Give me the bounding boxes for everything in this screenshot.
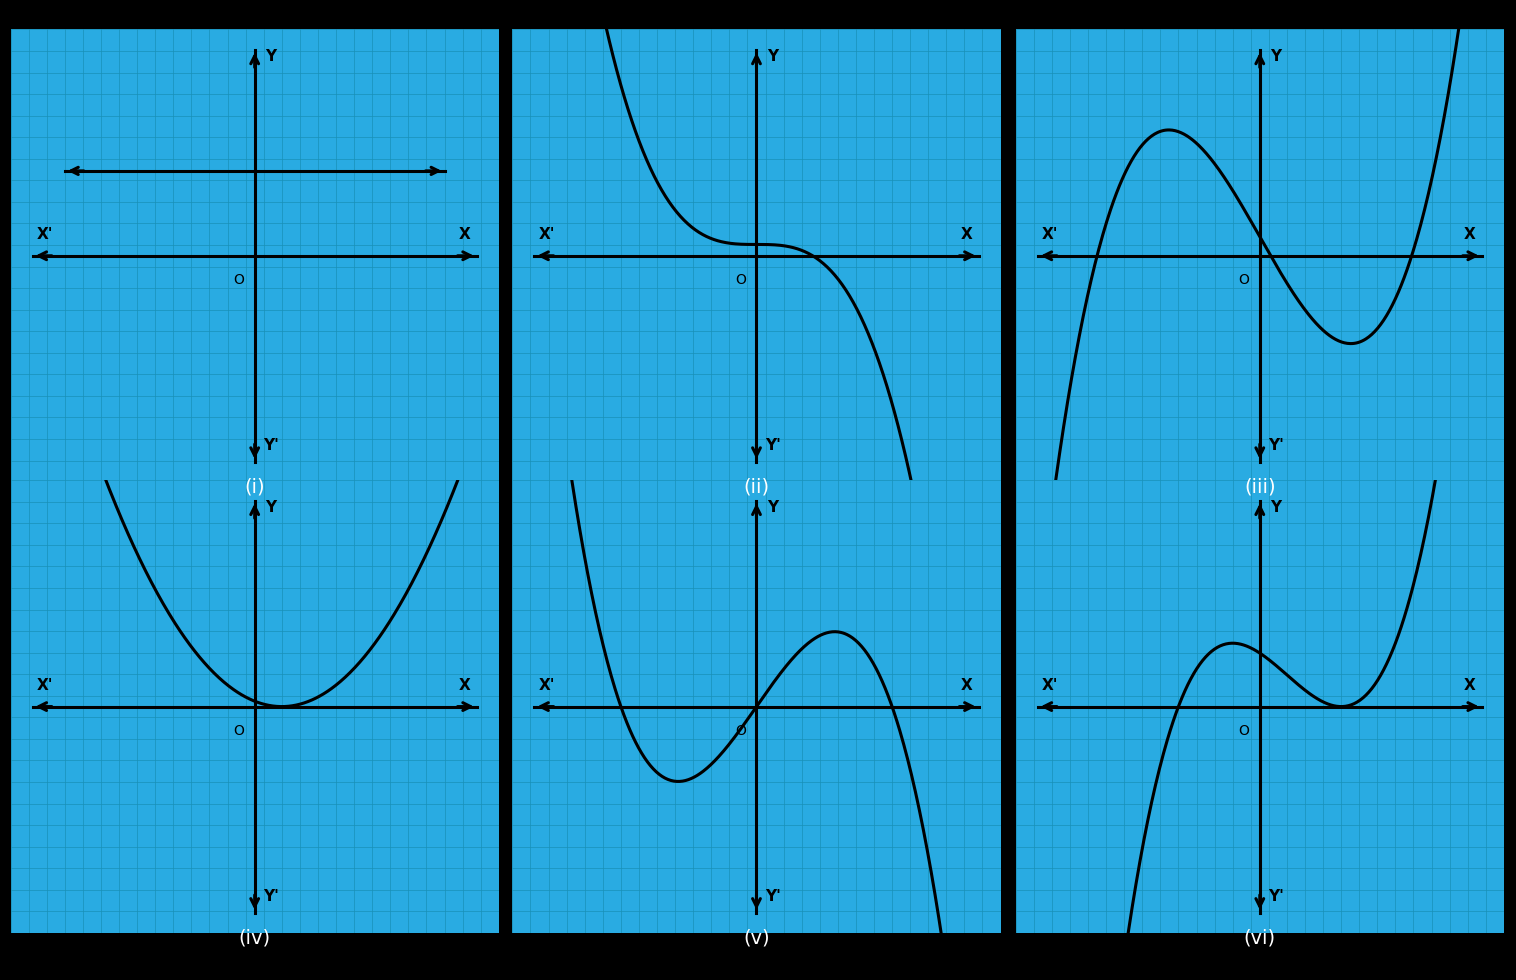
Text: X': X' [36, 226, 53, 242]
Text: X': X' [538, 677, 555, 693]
Text: (vi): (vi) [1243, 928, 1276, 948]
Text: X: X [961, 677, 972, 693]
Text: X': X' [1041, 677, 1058, 693]
Text: Y': Y' [262, 889, 279, 905]
Text: O: O [735, 723, 746, 738]
Text: O: O [233, 723, 244, 738]
Text: Y: Y [265, 500, 276, 514]
Text: Y: Y [767, 49, 778, 64]
Text: O: O [1239, 272, 1249, 287]
Text: (v): (v) [743, 928, 770, 948]
Text: O: O [233, 272, 244, 287]
Text: X: X [961, 226, 972, 242]
Text: (iii): (iii) [1245, 477, 1275, 497]
Text: X': X' [1041, 226, 1058, 242]
Text: Y': Y' [764, 438, 781, 454]
Text: Y: Y [1270, 500, 1281, 514]
Text: Y': Y' [764, 889, 781, 905]
Text: O: O [1239, 723, 1249, 738]
Text: X': X' [538, 226, 555, 242]
Text: X: X [459, 226, 470, 242]
Text: (ii): (ii) [743, 477, 770, 497]
Text: X: X [1464, 226, 1475, 242]
Text: (i): (i) [244, 477, 265, 497]
Text: Y': Y' [262, 438, 279, 454]
Text: O: O [735, 272, 746, 287]
Text: X': X' [36, 677, 53, 693]
Text: Y: Y [1270, 49, 1281, 64]
Text: Y: Y [265, 49, 276, 64]
Text: (iv): (iv) [238, 928, 271, 948]
Text: Y: Y [767, 500, 778, 514]
Text: X: X [459, 677, 470, 693]
Text: Y': Y' [1267, 889, 1284, 905]
Text: X: X [1464, 677, 1475, 693]
Text: Y': Y' [1267, 438, 1284, 454]
